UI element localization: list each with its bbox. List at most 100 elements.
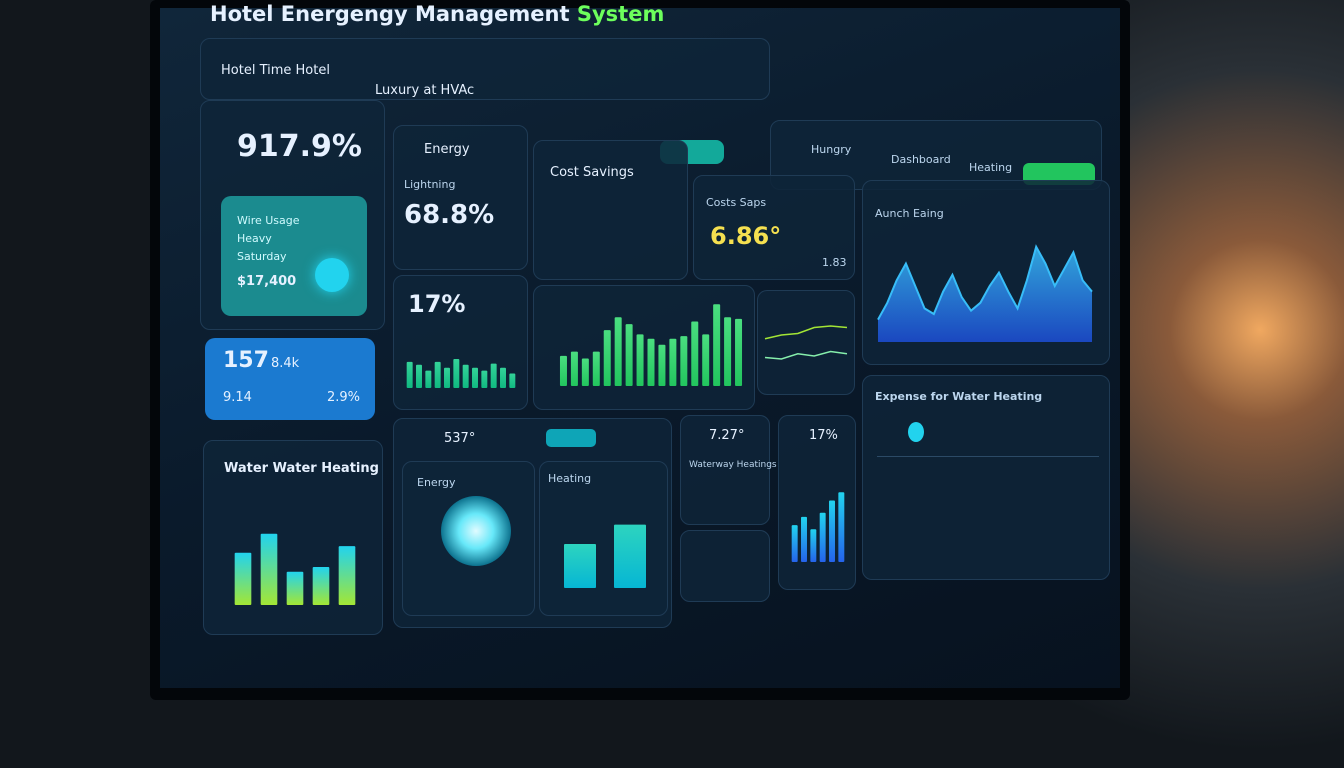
bar	[592, 351, 600, 386]
bar	[810, 529, 817, 562]
bar	[680, 336, 688, 386]
area-chart	[877, 244, 1093, 342]
panel-title: Energy	[424, 142, 470, 157]
usage-card: Wire Usage Heavy Saturday $17,400	[221, 196, 367, 316]
bar	[559, 355, 567, 386]
bar	[625, 324, 633, 386]
pct-chart	[406, 359, 516, 388]
top-tabs: Hungry Dashboard Heating	[770, 120, 1102, 190]
bar	[500, 367, 506, 388]
costs-value: 6.86°	[710, 222, 782, 250]
panel-title: Aunch Eaing	[875, 207, 944, 220]
line	[764, 325, 848, 340]
panel-title: Energy	[417, 476, 456, 489]
blue-unit: 8.4k	[271, 356, 300, 371]
small1-value: 7.27°	[709, 428, 745, 443]
small1-panel: 7.27° Waterway Heatings	[680, 415, 777, 525]
usage-value: $17,400	[237, 274, 297, 289]
line	[764, 350, 848, 360]
kpi-value: 917.9%	[237, 129, 362, 164]
bar	[406, 361, 413, 388]
bar	[735, 318, 743, 386]
small1-title: Waterway Heatings	[689, 460, 777, 470]
usage-line: Wire Usage	[237, 214, 300, 227]
energy-value: 68.8%	[404, 200, 495, 230]
usage-line: Heavy	[237, 232, 272, 245]
bar	[472, 367, 478, 388]
bar	[338, 546, 356, 605]
panel-title: Cost Savings	[550, 165, 634, 180]
small2-value: 17%	[809, 428, 838, 443]
bar	[614, 317, 622, 386]
kpi-panel: 917.9% Wire Usage Heavy Saturday $17,400	[200, 100, 385, 330]
action-button[interactable]	[1023, 163, 1095, 185]
teal-chart	[791, 492, 845, 562]
lines-panel	[757, 290, 855, 395]
panel-title: Expense for Water Heating	[875, 390, 1043, 403]
panel-title: Water Water Heating	[224, 461, 379, 476]
bar	[564, 544, 596, 588]
bottom-panel: 537° Energy Heating	[393, 418, 672, 628]
usage-line: Saturday	[237, 250, 287, 263]
nav-right[interactable]: Luxury at HVAc	[375, 83, 475, 98]
tab[interactable]: Dashboard	[891, 153, 951, 166]
bar	[425, 370, 432, 388]
title-accent: System	[576, 2, 665, 26]
costs-note: 1.83	[822, 256, 847, 269]
bar	[614, 524, 646, 588]
bulb-icon	[441, 496, 511, 566]
cost-panel: Cost Savings	[533, 140, 688, 280]
lines-chart	[764, 325, 848, 360]
title: Hotel Energengy Management System	[210, 2, 664, 26]
tab[interactable]: Hungry	[811, 143, 852, 156]
energy-panel: Energy Lightning 68.8%	[393, 125, 528, 270]
blue-card: 157 8.4k 9.14 2.9%	[205, 338, 375, 420]
bar	[481, 370, 488, 388]
bar	[658, 344, 666, 386]
green-chart	[559, 304, 743, 386]
panel-title: Heating	[548, 472, 592, 485]
bar	[669, 338, 677, 386]
bar	[416, 364, 422, 388]
bar	[234, 552, 252, 605]
bar	[819, 512, 826, 562]
bar	[570, 351, 578, 386]
bar	[829, 500, 835, 562]
energy-label: Lightning	[404, 178, 456, 191]
bar	[462, 364, 469, 388]
expense-icon	[908, 422, 924, 442]
bulb-panel: Energy	[402, 461, 535, 616]
heating-panel: Heating	[539, 461, 668, 616]
bar	[312, 567, 330, 605]
bar	[434, 361, 441, 388]
bar	[647, 338, 655, 386]
water-chart	[234, 533, 356, 605]
usage-icon	[315, 258, 349, 292]
nav-left[interactable]: Hotel Time Hotel	[221, 63, 330, 78]
blue-right: 2.9%	[327, 390, 361, 405]
bar	[509, 373, 516, 388]
bar	[691, 321, 699, 386]
tab-button[interactable]	[546, 429, 596, 447]
tab[interactable]: Heating	[969, 161, 1013, 174]
bar	[838, 492, 845, 562]
costs-panel: Costs Saps 6.86° 1.83	[693, 175, 855, 280]
bar	[702, 334, 710, 386]
panel-title: Costs Saps	[706, 196, 767, 209]
bar	[490, 363, 497, 388]
bar	[444, 367, 450, 388]
small-icons	[680, 530, 770, 602]
bar	[260, 533, 278, 605]
area-line	[877, 244, 1093, 321]
bar	[801, 516, 807, 562]
pct-value: 17%	[408, 290, 466, 318]
bar	[791, 525, 798, 562]
title-text: Hotel Energengy Management	[210, 2, 570, 26]
bar	[724, 317, 732, 386]
blue-left: 9.14	[223, 390, 252, 405]
bar	[581, 358, 589, 386]
blue-value: 157	[223, 348, 269, 373]
bar	[713, 304, 721, 386]
